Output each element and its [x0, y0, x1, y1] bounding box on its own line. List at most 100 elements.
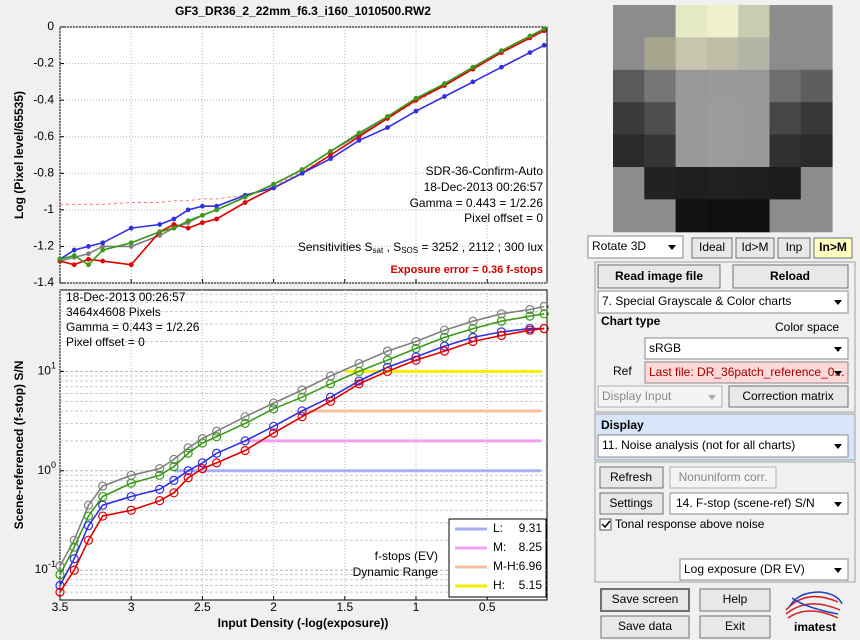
annotation: Exposure error = 0.36 f-stops — [390, 264, 543, 276]
dropdown-text: 7. Special Grayscale & Color charts — [602, 294, 791, 308]
data-point — [212, 458, 222, 468]
y-tick-label: -1.2 — [33, 239, 54, 253]
button[interactable] — [600, 615, 690, 639]
image-pixel — [613, 134, 645, 168]
dropdown-arrow — [834, 347, 842, 352]
button[interactable] — [691, 237, 733, 259]
image-pixel — [769, 167, 802, 200]
button-text: Read image file — [615, 269, 703, 283]
image-pixel — [613, 37, 645, 71]
data-point — [541, 42, 547, 48]
annotation: Gamma = 0.443 = 1/2.26 — [410, 196, 544, 210]
data-point — [157, 229, 163, 235]
data-point — [155, 464, 165, 474]
data-point — [413, 108, 419, 114]
image-pixel — [738, 134, 770, 168]
image-pixel — [738, 199, 770, 233]
data-point — [385, 125, 390, 130]
checkbox[interactable] — [599, 518, 612, 531]
top-plot-area — [59, 26, 548, 284]
data-point — [499, 64, 504, 70]
data-point — [100, 258, 106, 264]
data-point — [354, 366, 364, 377]
image-pixel — [800, 5, 833, 38]
button[interactable] — [599, 466, 664, 489]
data-point — [328, 156, 333, 162]
image-pixel — [675, 134, 708, 168]
image-pixel — [613, 69, 645, 103]
legend — [448, 518, 547, 598]
tick-exponent: 0 — [51, 460, 56, 470]
dropdown[interactable] — [644, 361, 849, 384]
data-point — [185, 207, 191, 213]
dropdown-arrow — [834, 502, 842, 507]
button[interactable] — [597, 264, 721, 289]
button-text: Inp — [786, 240, 803, 254]
image-pixel — [706, 167, 739, 200]
data-point — [356, 137, 362, 143]
dropdown-text: 11. Noise analysis (not for all charts) — [602, 438, 795, 452]
y-tick-label: 10-1 — [35, 559, 56, 576]
button[interactable] — [699, 615, 771, 639]
data-point — [468, 316, 478, 326]
image-pixel — [613, 167, 645, 200]
data-point — [57, 256, 63, 262]
data-point — [442, 94, 447, 99]
data-point — [240, 445, 250, 456]
image-pixel — [675, 199, 708, 233]
data-point — [98, 500, 108, 510]
legend-value: 9.31 — [519, 521, 543, 535]
button[interactable] — [813, 237, 853, 259]
data-point — [268, 398, 279, 408]
x-tick-label: 3.5 — [52, 600, 69, 614]
text: sat — [373, 246, 384, 255]
series-line — [59, 327, 545, 586]
dropdown[interactable] — [597, 290, 849, 314]
image-pixel — [800, 69, 833, 103]
dropdown[interactable] — [597, 434, 849, 458]
dropdown-text: 14. F-stop (scene-ref) S/N — [676, 496, 815, 510]
image-pixel — [800, 37, 833, 71]
data-point — [297, 392, 307, 402]
dropdown-arrow — [834, 568, 842, 573]
image-pixel — [800, 134, 833, 168]
label: Ref — [613, 364, 632, 378]
dropdown[interactable] — [679, 558, 849, 581]
data-point — [268, 404, 279, 414]
data-point — [328, 148, 333, 154]
data-point — [128, 240, 134, 246]
button[interactable] — [599, 492, 664, 515]
data-point — [183, 473, 193, 483]
image-pixel — [800, 102, 833, 136]
data-point — [128, 262, 134, 268]
data-point — [212, 432, 222, 442]
image-pixel — [644, 199, 677, 233]
data-point — [197, 464, 207, 474]
annotation: 3464x4608 Pixels — [66, 305, 161, 319]
button[interactable] — [699, 588, 771, 612]
dropdown[interactable] — [669, 492, 849, 515]
dropdown[interactable] — [587, 235, 684, 259]
button[interactable] — [735, 237, 775, 259]
data-point — [55, 570, 65, 580]
data-point — [126, 505, 136, 515]
data-point — [539, 323, 549, 334]
data-point — [86, 244, 91, 249]
button[interactable] — [777, 237, 811, 259]
data-point — [268, 428, 279, 438]
button[interactable] — [732, 264, 849, 289]
y-axis-label: Log (Pixel level/65535) — [12, 91, 26, 219]
data-point — [496, 330, 507, 341]
data-point — [271, 181, 276, 187]
text: SOS — [401, 246, 418, 255]
annotation: Pixel offset = 0 — [464, 211, 543, 225]
data-point — [382, 366, 393, 377]
dropdown[interactable] — [644, 337, 849, 360]
data-point — [240, 436, 250, 446]
data-point — [169, 475, 179, 485]
data-point — [539, 301, 549, 312]
data-point — [83, 535, 94, 545]
button[interactable] — [728, 385, 849, 408]
button[interactable] — [600, 588, 690, 612]
data-point — [71, 262, 77, 268]
